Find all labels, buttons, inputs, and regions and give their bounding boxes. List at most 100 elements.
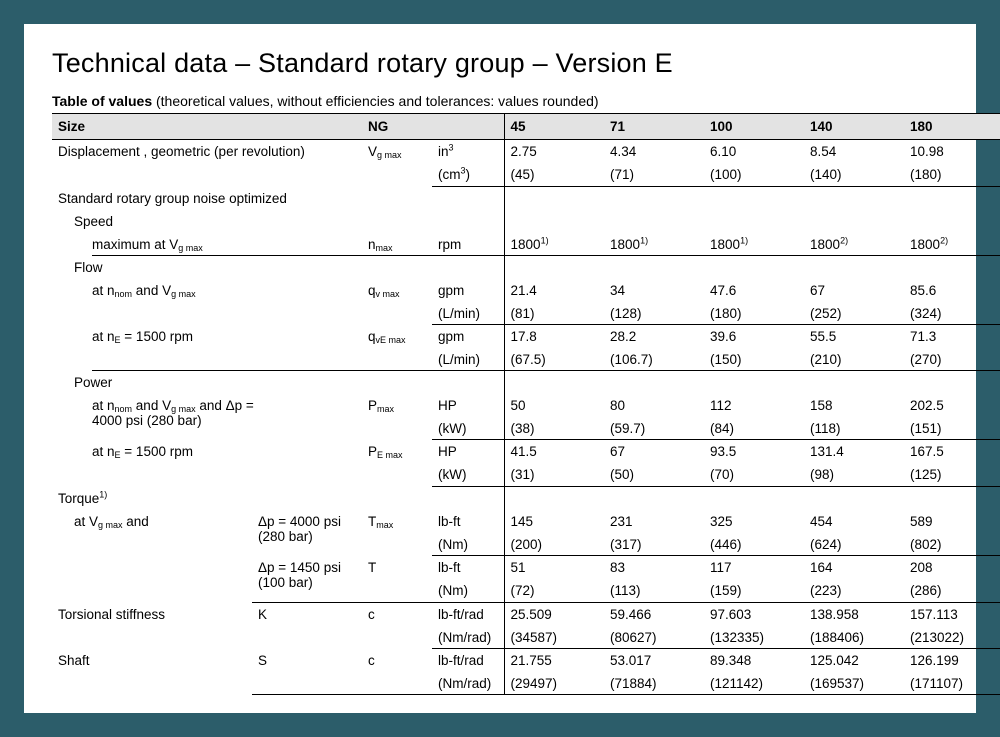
row-shaft-1a: Shaft S c lb-ft/rad 21.755 53.017 89.348… <box>52 649 1000 672</box>
cell: 93.5 <box>704 440 804 463</box>
cell: 17.8 <box>504 325 604 348</box>
torque-r1-unit2: (Nm) <box>432 533 504 556</box>
cell: 145 <box>504 510 604 533</box>
power-r1-symbol: Pmax <box>362 394 432 440</box>
power-r2-unit1: HP <box>432 440 504 463</box>
power-r1-unit1: HP <box>432 394 504 417</box>
torque-r1-cond: Δp = 4000 psi(280 bar) <box>252 510 362 556</box>
displacement-symbol: Vg max <box>362 140 432 187</box>
col-45: 45 <box>504 114 604 140</box>
cell: 41.5 <box>504 440 604 463</box>
flow-r1-unit2: (L/min) <box>432 302 504 325</box>
cell: 21.755 <box>504 649 604 672</box>
speed-max-symbol: nmax <box>362 233 432 256</box>
flow-r1-symbol: qv max <box>362 279 432 325</box>
torque-r2-unit1: lb-ft <box>432 556 504 579</box>
cell: (169537) <box>804 672 904 695</box>
cell: 167.5 <box>904 440 1000 463</box>
cell: 164 <box>804 556 904 579</box>
page-subtitle: Table of values (theoretical values, wit… <box>52 93 948 109</box>
cell: 158 <box>804 394 904 417</box>
cell: 454 <box>804 510 904 533</box>
cell: 85.6 <box>904 279 1000 302</box>
cell: (71) <box>604 163 704 187</box>
cell: 112 <box>704 394 804 417</box>
cell: 589 <box>904 510 1000 533</box>
cell: (67.5) <box>504 348 604 371</box>
torque-label: Torque1) <box>52 487 504 511</box>
torsional-symbol-K: K <box>252 603 362 650</box>
page-title: Technical data – Standard rotary group –… <box>52 48 948 79</box>
cell: (151) <box>904 417 1000 440</box>
row-flow-2a: at nE = 1500 rpm qvE max gpm 17.8 28.2 3… <box>52 325 1000 348</box>
power-label: Power <box>52 371 504 394</box>
cell: (180) <box>904 163 1000 187</box>
shaft-unit2: (Nm/rad) <box>432 672 504 695</box>
document-page: Technical data – Standard rotary group –… <box>24 24 976 713</box>
cell: 117 <box>704 556 804 579</box>
cell: (213022) <box>904 626 1000 649</box>
cell: 6.10 <box>704 140 804 164</box>
table-header-row: Size NG 45 71 100 140 180 <box>52 114 1000 140</box>
cell: (71884) <box>604 672 704 695</box>
cell: 231 <box>604 510 704 533</box>
subtitle-note: (theoretical values, without efficiencie… <box>156 93 599 109</box>
col-size: Size <box>52 114 362 140</box>
cell: 18002) <box>904 233 1000 256</box>
cell: (180) <box>704 302 804 325</box>
col-180: 180 <box>904 114 1000 140</box>
cell: (34587) <box>504 626 604 649</box>
cell: 202.5 <box>904 394 1000 417</box>
torque-r1-param: at Vg max and <box>52 510 252 603</box>
cell: (317) <box>604 533 704 556</box>
cell: (98) <box>804 463 904 487</box>
torque-r2-symbol: T <box>362 556 432 603</box>
subtitle-bold: Table of values <box>52 93 152 109</box>
cell: (252) <box>804 302 904 325</box>
cell: 126.199 <box>904 649 1000 672</box>
cell: 67 <box>804 279 904 302</box>
cell: (802) <box>904 533 1000 556</box>
cell: 83 <box>604 556 704 579</box>
row-speed-max: maximum at Vg max nmax rpm 18001) 18001)… <box>52 233 1000 256</box>
noise-header: Standard rotary group noise optimized <box>52 187 504 211</box>
shaft-symbol-c: c <box>362 649 432 695</box>
cell: (50) <box>604 463 704 487</box>
technical-data-table: Size NG 45 71 100 140 180 Displacement ,… <box>52 113 1000 695</box>
cell: (31) <box>504 463 604 487</box>
cell: 34 <box>604 279 704 302</box>
displacement-unit1: in3 <box>432 140 504 164</box>
power-r2-symbol: PE max <box>362 440 432 487</box>
power-r2-unit2: (kW) <box>432 463 504 487</box>
cell: 55.5 <box>804 325 904 348</box>
cell: 2.75 <box>504 140 604 164</box>
cell: (125) <box>904 463 1000 487</box>
torque-r1-symbol: Tmax <box>362 510 432 556</box>
row-flow-1a: at nnom and Vg max qv max gpm 21.4 34 47… <box>52 279 1000 302</box>
row-torsional-1a: Torsional stiffness K c lb-ft/rad 25.509… <box>52 603 1000 627</box>
cell: (171107) <box>904 672 1000 695</box>
col-ng: NG <box>362 114 432 140</box>
cell: (72) <box>504 579 604 603</box>
cell: (150) <box>704 348 804 371</box>
cell: 89.348 <box>704 649 804 672</box>
power-r1-label: at nnom and Vg max and Δp =4000 psi (280… <box>52 394 362 440</box>
cell: 97.603 <box>704 603 804 627</box>
cell: (188406) <box>804 626 904 649</box>
speed-max-label: maximum at Vg max <box>52 233 362 256</box>
cell: (132335) <box>704 626 804 649</box>
torque-r1-unit1: lb-ft <box>432 510 504 533</box>
flow-r1-unit1: gpm <box>432 279 504 302</box>
torque-r2-unit2: (Nm) <box>432 579 504 603</box>
displacement-unit2: (cm3) <box>432 163 504 187</box>
cell: 28.2 <box>604 325 704 348</box>
cell: (80627) <box>604 626 704 649</box>
cell: 8.54 <box>804 140 904 164</box>
cell: 50 <box>504 394 604 417</box>
torsional-unit1: lb-ft/rad <box>432 603 504 627</box>
torsional-symbol-c: c <box>362 603 432 650</box>
cell: 47.6 <box>704 279 804 302</box>
cell: 125.042 <box>804 649 904 672</box>
row-noise-header: Standard rotary group noise optimized <box>52 187 1000 211</box>
cell: 21.4 <box>504 279 604 302</box>
